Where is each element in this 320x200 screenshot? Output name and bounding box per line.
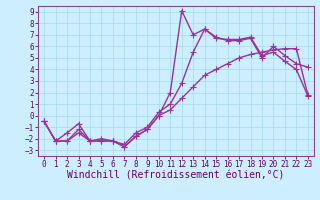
X-axis label: Windchill (Refroidissement éolien,°C): Windchill (Refroidissement éolien,°C): [67, 171, 285, 181]
